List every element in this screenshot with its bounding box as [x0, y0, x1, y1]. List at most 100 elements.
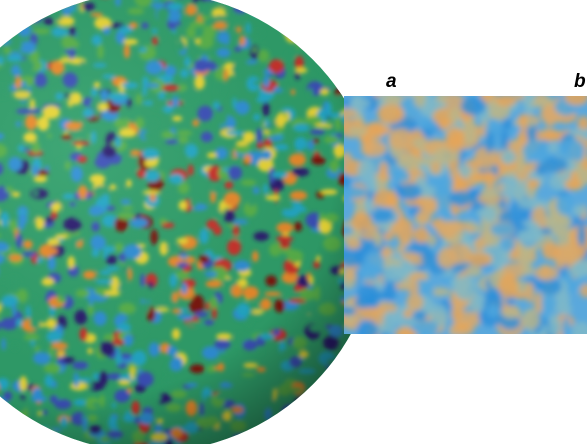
- inset-texture-blob: [483, 288, 504, 301]
- inset-texture-blob: [460, 96, 487, 116]
- inset-texture-blob: [438, 117, 450, 131]
- sphere-texture-blob: [280, 15, 298, 30]
- sphere-texture-blob: [332, 0, 347, 9]
- inset-texture-blob: [548, 313, 561, 334]
- inset-texture-blob: [394, 328, 419, 334]
- sphere-texture-blob: [0, 415, 5, 427]
- inset-texture-blob: [458, 164, 472, 179]
- sphere-texture-blob: [374, 394, 380, 402]
- inset-texture-blob: [350, 212, 372, 231]
- sphere-texture-blob: [339, 368, 345, 384]
- sphere-texture-blob: [293, 28, 311, 41]
- inset-texture-blob: [571, 321, 587, 334]
- sphere-texture-blob: [278, 16, 293, 23]
- inset-texture-blob: [367, 291, 392, 300]
- inset-texture-blob: [421, 249, 439, 268]
- inset-texture-blob: [526, 282, 535, 304]
- inset-texture-blob: [501, 175, 520, 199]
- sphere-texture-blob: [243, 0, 255, 3]
- sphere-texture-blob: [297, 437, 303, 444]
- sphere-texture-blob: [331, 416, 345, 424]
- inset-texture-blob: [448, 190, 474, 207]
- inset-texture-blob: [345, 238, 362, 250]
- sphere-texture-blob: [9, 411, 15, 425]
- inset-texture-blob: [577, 116, 587, 133]
- sphere-texture-blob: [337, 425, 353, 435]
- sphere-texture-blob: [215, 0, 222, 1]
- sphere-texture-blob: [2, 429, 16, 438]
- inset-texture-blob: [344, 225, 354, 236]
- sphere-texture-blob: [324, 373, 331, 387]
- inset-texture-blob: [396, 154, 422, 170]
- sphere-texture-blob: [69, 0, 78, 3]
- sphere-texture-blob: [370, 346, 375, 354]
- inset-texture-blob: [446, 243, 473, 264]
- inset-texture-blob: [445, 127, 465, 149]
- sphere-texture-blob: [0, 408, 10, 418]
- sphere-texture-blob: [276, 7, 283, 12]
- sphere-texture-blob: [293, 437, 308, 444]
- inset-texture-blob: [480, 186, 499, 200]
- inset-texture-blob: [542, 157, 568, 173]
- inset-texture-blob: [522, 139, 550, 163]
- sphere-texture-blob: [351, 4, 359, 9]
- sphere-texture-blob: [280, 416, 294, 422]
- inset-texture-blob: [390, 222, 405, 234]
- inset-texture-blob: [484, 131, 495, 153]
- inset-texture-blob: [572, 205, 587, 217]
- inset-texture-blob: [388, 128, 413, 151]
- sphere-texture-blob: [365, 48, 380, 61]
- sphere-texture-blob: [341, 81, 350, 91]
- sphere-texture-blob: [374, 337, 380, 346]
- sphere-texture-blob: [63, 0, 79, 3]
- inset-texture-blob: [558, 138, 585, 160]
- sphere-texture-blob: [301, 32, 319, 46]
- inset-texture-blob: [577, 224, 586, 247]
- inset-texture-blob: [429, 161, 442, 175]
- sphere-texture-blob: [34, 0, 47, 8]
- inset-texture-blob: [516, 229, 545, 244]
- inset-texture-blob: [500, 149, 516, 165]
- sphere-texture-blob: [346, 434, 357, 444]
- sphere-texture-blob: [230, 0, 237, 3]
- sphere-texture-blob: [7, 426, 19, 441]
- sphere-texture-blob: [341, 352, 349, 365]
- sphere-texture-blob: [352, 371, 367, 388]
- sphere-texture-blob: [258, 13, 270, 19]
- sphere-texture-blob: [312, 428, 323, 435]
- sphere-texture-blob: [364, 17, 371, 33]
- inset-texture-blob: [413, 226, 430, 244]
- sphere-texture-blob: [367, 9, 380, 22]
- inset-texture-blob: [534, 292, 543, 316]
- inset-texture-blob: [413, 319, 439, 334]
- sphere-texture-blob: [329, 408, 346, 415]
- sphere-texture-blob: [354, 45, 366, 54]
- sphere-texture-blob: [358, 55, 375, 71]
- inset-texture-blob: [406, 293, 424, 311]
- sphere-texture-blob: [312, 22, 319, 30]
- sphere-texture-blob: [250, 7, 262, 17]
- sphere-texture-blob: [354, 436, 363, 444]
- inset-texture-blob: [534, 265, 559, 281]
- sphere-texture-blob: [299, 438, 309, 444]
- sphere-texture-blob: [290, 429, 299, 439]
- inset-texture-blob: [361, 307, 378, 322]
- inset-texture-blob: [542, 242, 560, 260]
- sphere-texture-blob: [353, 73, 364, 89]
- sphere-texture-blob: [313, 428, 320, 444]
- inset-texture-blob: [500, 237, 516, 252]
- inset-texture-blob: [379, 161, 388, 182]
- inset-texture-blob: [582, 157, 587, 170]
- sphere-texture-blob: [4, 21, 23, 28]
- sphere-texture-blob: [359, 407, 367, 416]
- inset-texture-blob: [347, 126, 368, 137]
- sphere-texture-blob: [263, 0, 273, 5]
- panel-label-b: b: [574, 71, 586, 92]
- sphere-texture-blob: [337, 371, 342, 381]
- inset-texture-blob: [401, 251, 418, 261]
- inset-texture-blob: [499, 314, 521, 330]
- inset-texture-blob: [518, 113, 528, 129]
- sphere-texture-blob: [354, 6, 360, 22]
- inset-texture-blob: [466, 265, 482, 277]
- inset-texture-blob: [569, 262, 587, 279]
